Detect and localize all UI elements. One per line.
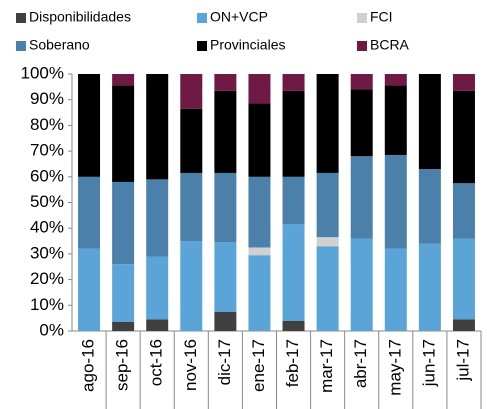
bar-segment — [248, 255, 271, 331]
y-tick-label: 90% — [30, 89, 64, 108]
y-tick-label: 30% — [30, 243, 64, 262]
bar-segment — [282, 90, 305, 177]
bar-segment — [180, 74, 203, 109]
bar-segment — [78, 176, 101, 249]
bar-segment — [112, 181, 135, 265]
bar-segment — [384, 85, 407, 155]
legend-swatch — [16, 13, 26, 23]
bar-segment — [350, 156, 373, 239]
bar-segment — [350, 74, 373, 90]
bar-segment — [350, 89, 373, 157]
bar-segment — [316, 246, 339, 331]
legend-label: Provinciales — [210, 37, 285, 53]
y-tick-label: 50% — [30, 192, 64, 211]
x-tick-label: nov-16 — [181, 339, 200, 391]
bar-segment — [78, 74, 101, 177]
bar-segment — [214, 242, 237, 312]
bar-segment — [248, 176, 271, 248]
bar-segment — [282, 176, 305, 225]
y-tick-label: 70% — [30, 141, 64, 160]
x-tick-label: mar-17 — [317, 339, 336, 393]
x-tick-label: feb-17 — [283, 339, 302, 387]
x-tick-label: ene-17 — [249, 339, 268, 392]
legend-swatch — [16, 41, 26, 51]
bar-segment — [180, 172, 203, 242]
bar-segment — [282, 74, 305, 91]
bar-segment — [350, 238, 373, 331]
bar-segment — [316, 237, 339, 247]
bar-segment — [248, 74, 271, 104]
legend-swatch — [357, 13, 367, 23]
bar-segment — [214, 172, 237, 243]
bar-segment — [282, 320, 305, 331]
bar-segment — [384, 154, 407, 249]
x-tick-label: jun-17 — [419, 339, 438, 387]
legend-label: Soberano — [29, 37, 90, 53]
bar-segment — [214, 74, 237, 91]
legend-label: BCRA — [370, 37, 410, 53]
bar-segment — [214, 90, 237, 173]
y-tick-label: 40% — [30, 218, 64, 237]
y-tick-label: 0% — [39, 320, 64, 339]
bar-segment — [384, 74, 407, 86]
y-tick-label: 60% — [30, 166, 64, 185]
legend-label: ON+VCP — [210, 9, 268, 25]
bar-segment — [112, 85, 135, 182]
bar-segment — [418, 243, 441, 331]
bar-segment — [146, 74, 169, 180]
bar-segment — [452, 90, 475, 184]
x-tick-label: oct-16 — [147, 339, 166, 386]
bar-segment — [282, 224, 305, 321]
x-tick-label: may-17 — [385, 339, 404, 396]
legend-swatch — [357, 41, 367, 51]
bar-segment — [418, 74, 441, 170]
x-tick-label: jul-17 — [453, 339, 472, 382]
legend-label: FCI — [370, 9, 393, 25]
bar-segment — [384, 248, 407, 331]
bar-segment — [452, 238, 475, 320]
bar-segment — [316, 74, 339, 173]
bar-segment — [146, 179, 169, 257]
x-tick-label: sep-16 — [113, 339, 132, 391]
y-tick-label: 80% — [30, 115, 64, 134]
y-tick-label: 20% — [30, 269, 64, 288]
bar-segment — [112, 322, 135, 331]
bar-segment — [248, 247, 271, 256]
legend-label: Disponibilidades — [29, 9, 131, 25]
bar-segment — [146, 256, 169, 320]
bar-segment — [112, 74, 135, 86]
legend-swatch — [197, 41, 207, 51]
bar-segment — [316, 172, 339, 238]
bar-segment — [452, 183, 475, 239]
y-tick-label: 10% — [30, 295, 64, 314]
bar-segment — [452, 319, 475, 331]
bar-segment — [112, 264, 135, 323]
bar-segment — [418, 169, 441, 244]
y-tick-label: 100% — [21, 63, 64, 82]
bar-segment — [248, 103, 271, 177]
bar-segment — [180, 108, 203, 173]
bar-segment — [146, 319, 169, 331]
x-tick-label: ago-16 — [79, 339, 98, 392]
x-tick-label: abr-17 — [351, 339, 370, 388]
legend-swatch — [197, 13, 207, 23]
bar-segment — [452, 74, 475, 91]
bar-segment — [180, 241, 203, 331]
bar-segment — [78, 248, 101, 331]
x-tick-label: dic-17 — [215, 339, 234, 385]
bar-segment — [214, 311, 237, 331]
